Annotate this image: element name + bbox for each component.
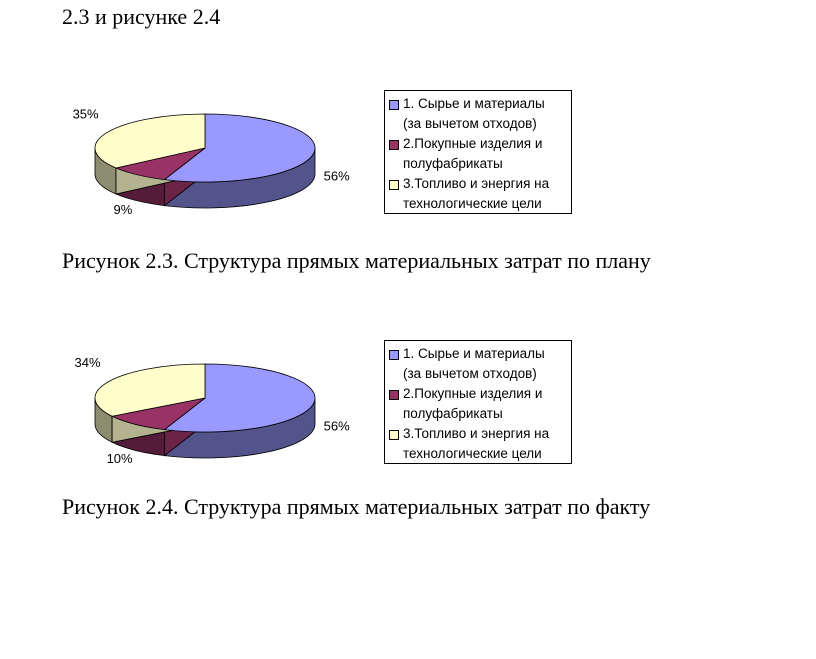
legend-label-fuel: 3.Топливо и энергия на технологические ц… — [403, 426, 550, 461]
caption-plan: Рисунок 2.3. Структура прямых материальн… — [62, 248, 651, 273]
header-text: 2.3 и рисунке 2.4 — [62, 4, 221, 29]
pie-slice-fuel — [94, 363, 206, 417]
pie-label-purchased: 10% — [107, 451, 133, 466]
pie-slice-fuel — [94, 113, 206, 169]
legend-item-purchased: 2.Покупные изделия и полуфабрикаты — [389, 384, 567, 424]
legend-swatch-fuel — [389, 430, 399, 440]
pie-fact-svg: 56% 10% 34% — [75, 355, 351, 466]
legend-item-purchased: 2.Покупные изделия и полуфабрикаты — [389, 134, 567, 174]
legend-label-fuel: 3.Топливо и энергия на технологические ц… — [403, 176, 550, 211]
legend-label-raw: 1. Сырье и материалы (за вычетом отходов… — [403, 96, 545, 131]
legend-label-raw: 1. Сырье и материалы (за вычетом отходов… — [403, 346, 545, 381]
legend-item-fuel: 3.Топливо и энергия на технологические ц… — [389, 174, 567, 214]
legend-item-raw: 1. Сырье и материалы (за вычетом отходов… — [389, 344, 567, 384]
pie-chart-fact: 56% 10% 34% — [60, 346, 360, 476]
pie-slice-raw — [163, 363, 316, 433]
legend-label-purchased: 2.Покупные изделия и полуфабрикаты — [403, 386, 543, 421]
pie-label-purchased: 9% — [113, 202, 132, 217]
pie-plan-svg: 56% 9% 35% — [73, 107, 350, 218]
legend-fact: 1. Сырье и материалы (за вычетом отходов… — [384, 340, 572, 464]
pie-label-fuel: 35% — [73, 107, 99, 122]
pie-chart-plan: 56% 9% 35% — [60, 96, 360, 226]
pie-slice-raw — [163, 113, 316, 183]
legend-swatch-purchased — [389, 140, 399, 150]
caption-fact: Рисунок 2.4. Структура прямых материальн… — [62, 494, 651, 519]
legend-swatch-purchased — [389, 390, 399, 400]
legend-plan: 1. Сырье и материалы (за вычетом отходов… — [384, 90, 572, 214]
legend-swatch-raw — [389, 350, 399, 360]
legend-label-purchased: 2.Покупные изделия и полуфабрикаты — [403, 136, 543, 171]
legend-item-raw: 1. Сырье и материалы (за вычетом отходов… — [389, 94, 567, 134]
pie-label-raw: 56% — [324, 168, 350, 183]
legend-item-fuel: 3.Топливо и энергия на технологические ц… — [389, 424, 567, 464]
legend-swatch-raw — [389, 100, 399, 110]
pie-label-raw: 56% — [324, 418, 350, 433]
pie-label-fuel: 34% — [75, 355, 101, 370]
legend-swatch-fuel — [389, 180, 399, 190]
